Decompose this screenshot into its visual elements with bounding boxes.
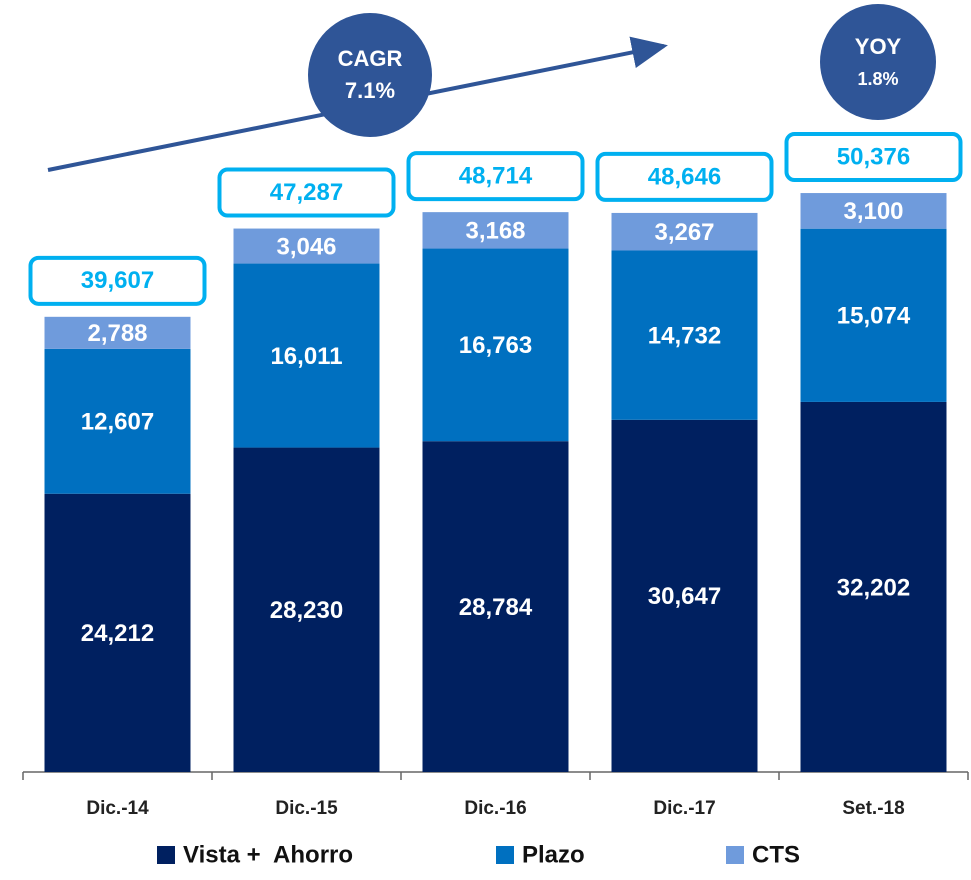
total-box: [28, 255, 207, 306]
cagr-title: CAGR: [338, 46, 403, 71]
total-box: [406, 151, 585, 202]
total-label: 48,646: [648, 163, 721, 190]
x-tick-label: Dic.-17: [653, 798, 715, 819]
total-label: 47,287: [270, 179, 343, 206]
bar-segment: [233, 228, 380, 264]
bar-segment: [611, 419, 758, 772]
segment-label: 3,168: [465, 218, 525, 245]
bar-segment: [422, 441, 569, 772]
bar-segment: [611, 212, 758, 251]
bar-segment: [800, 193, 947, 229]
total-box: [595, 151, 774, 202]
x-tick-label: Dic.-14: [86, 798, 149, 819]
bar-segment: [422, 212, 569, 249]
bar-segment: [611, 250, 758, 420]
cagr-value: 7.1%: [345, 78, 395, 103]
cagr-bubble: [308, 13, 432, 137]
segment-label: 3,267: [654, 219, 714, 246]
segment-label: 12,607: [81, 409, 154, 436]
yoy-bubble: [820, 4, 936, 120]
segment-label: 28,230: [270, 597, 343, 624]
segment-label: 32,202: [837, 574, 910, 601]
total-box: [784, 132, 963, 183]
legend-label: Vista + Ahorro: [183, 841, 353, 868]
segment-label: 15,074: [837, 303, 911, 330]
bar-segment: [800, 228, 947, 402]
yoy-value: 1.8%: [857, 69, 898, 89]
segment-label: 2,788: [87, 320, 147, 347]
segment-label: 3,046: [276, 233, 336, 260]
total-box: [217, 167, 396, 218]
bar-segment: [44, 348, 191, 494]
yoy-title: YOY: [855, 34, 902, 59]
bar-segment: [800, 401, 947, 772]
total-label: 39,607: [81, 267, 154, 294]
bar-segment: [233, 263, 380, 448]
legend-swatch: [157, 846, 175, 864]
segment-label: 16,011: [270, 343, 342, 370]
legend-swatch: [726, 846, 744, 864]
x-tick-label: Set.-18: [842, 798, 904, 819]
legend-label: Plazo: [522, 841, 585, 868]
segment-label: 24,212: [81, 620, 154, 647]
legend-label: CTS: [752, 841, 800, 868]
total-label: 48,714: [459, 162, 533, 189]
bar-segment: [233, 447, 380, 772]
x-tick-label: Dic.-16: [464, 798, 526, 819]
total-label: 50,376: [837, 143, 910, 170]
bar-segment: [44, 316, 191, 349]
bar-segment: [44, 493, 191, 772]
legend-swatch: [496, 846, 514, 864]
segment-label: 30,647: [648, 583, 721, 610]
segment-label: 16,763: [459, 332, 532, 359]
segment-label: 14,732: [648, 322, 721, 349]
segment-label: 28,784: [459, 594, 533, 621]
bar-segment: [422, 248, 569, 442]
x-tick-label: Dic.-15: [275, 798, 338, 819]
segment-label: 3,100: [843, 198, 903, 225]
